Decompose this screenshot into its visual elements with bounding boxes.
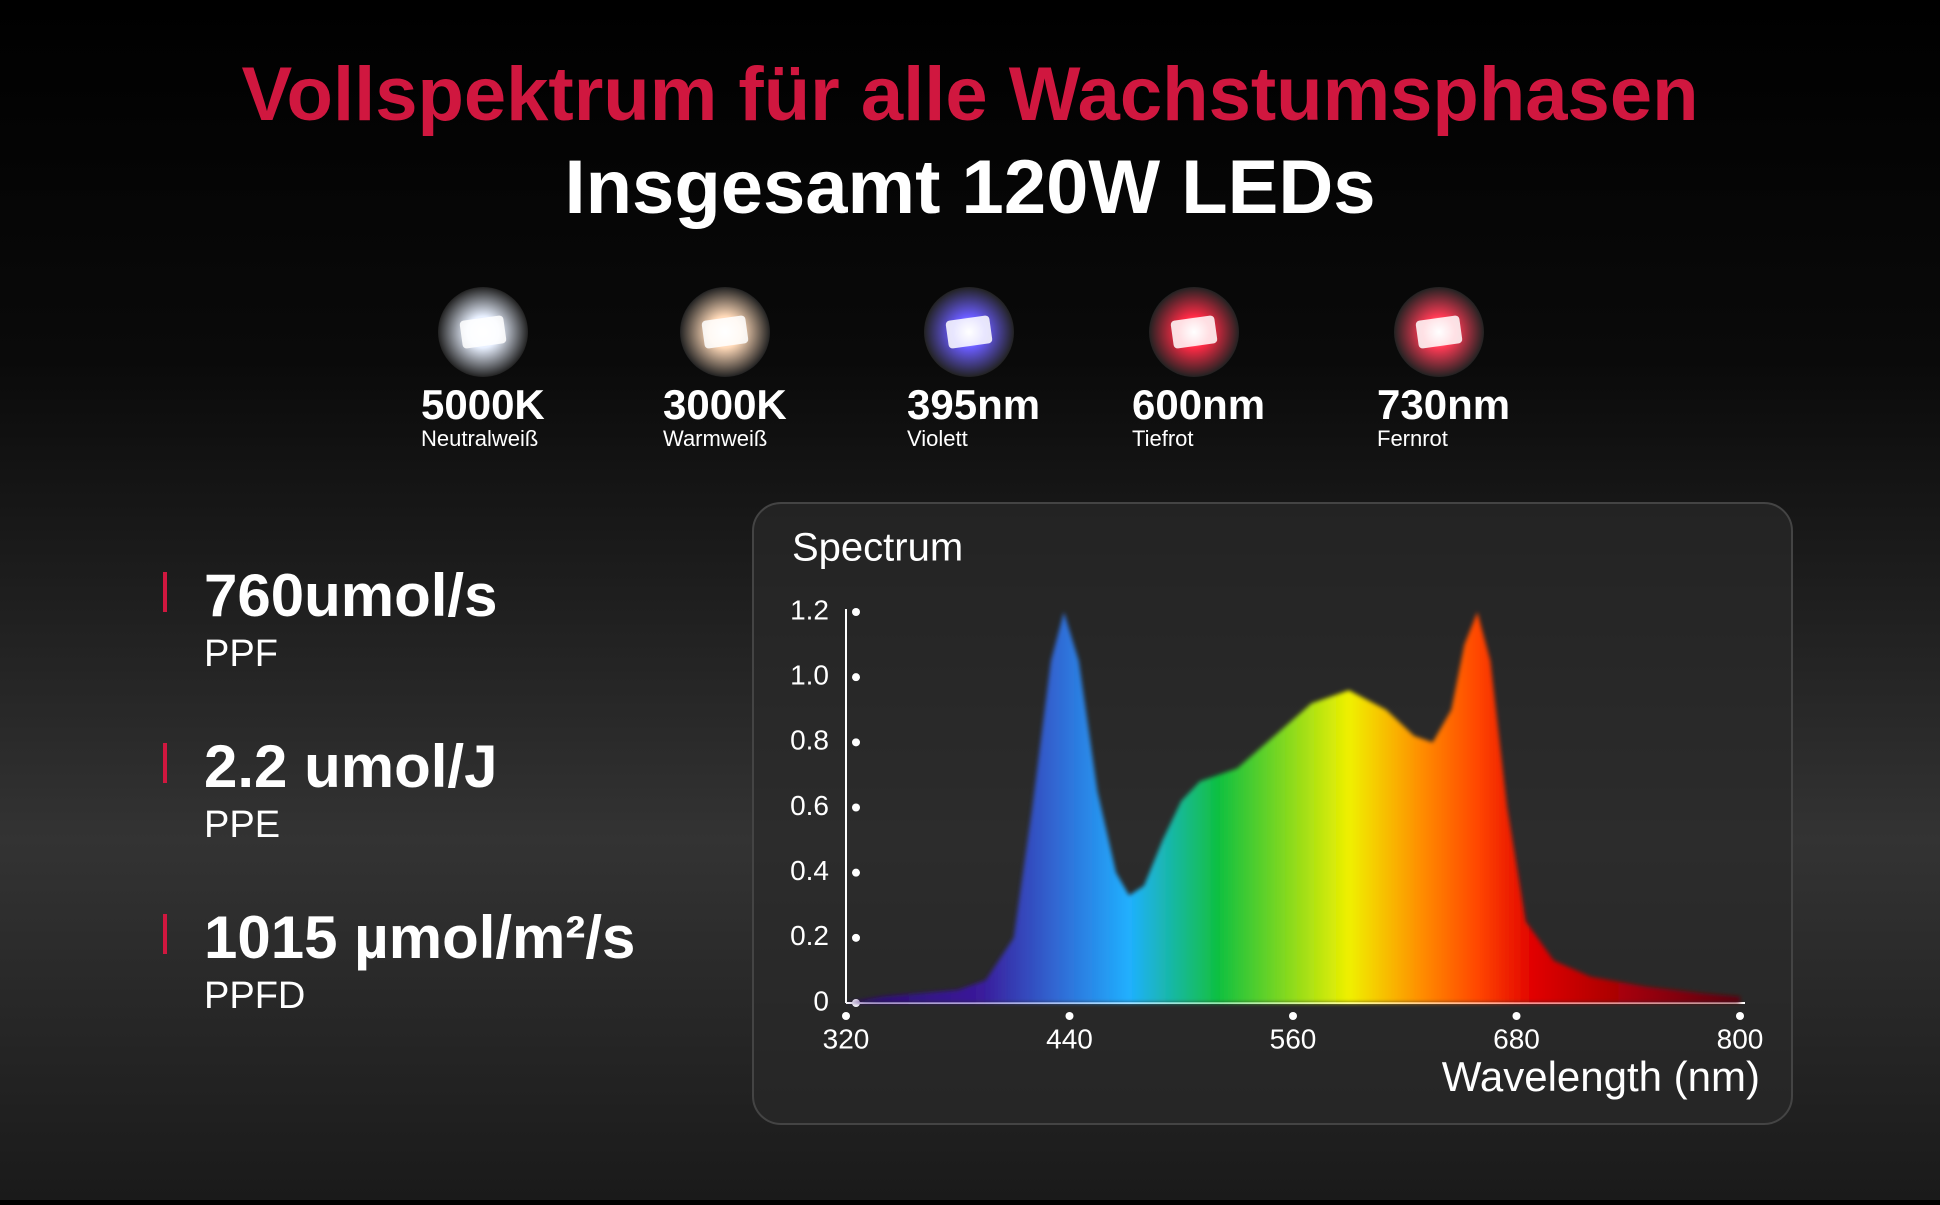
y-tick-label: 1.2 bbox=[790, 594, 829, 625]
led-label: 5000K bbox=[421, 381, 545, 428]
x-tick-label: 680 bbox=[1493, 1023, 1540, 1054]
led-sublabel: Tiefrot bbox=[1132, 426, 1194, 451]
y-tick-label: 0.8 bbox=[790, 725, 829, 756]
x-tick bbox=[1512, 1012, 1521, 1020]
x-tick-label: 800 bbox=[1717, 1023, 1764, 1054]
led-sublabel: Neutralweiß bbox=[421, 426, 538, 451]
led-label: 3000K bbox=[663, 381, 787, 428]
stat-marker bbox=[163, 914, 167, 954]
led-label: 730nm bbox=[1377, 381, 1510, 428]
y-tick bbox=[852, 738, 860, 747]
led-sublabel: Violett bbox=[907, 426, 968, 451]
led-chip bbox=[701, 315, 749, 349]
led-label: 600nm bbox=[1132, 381, 1265, 428]
led-label: 395nm bbox=[907, 381, 1040, 428]
stat-label: PPE bbox=[204, 804, 280, 846]
led-sublabel: Fernrot bbox=[1377, 426, 1448, 451]
stat-label: PPF bbox=[204, 633, 278, 675]
x-tick bbox=[1736, 1012, 1744, 1020]
chart-title: Spectrum bbox=[792, 526, 963, 570]
y-tick bbox=[852, 868, 860, 877]
y-tick-label: 0 bbox=[813, 985, 829, 1016]
x-tick bbox=[1289, 1012, 1297, 1020]
y-tick-label: 0.4 bbox=[790, 855, 829, 886]
subtitle: Insgesamt 120W LEDs bbox=[565, 145, 1376, 230]
x-tick-label: 560 bbox=[1270, 1023, 1317, 1054]
y-tick bbox=[852, 803, 860, 812]
stat-label: PPFD bbox=[204, 975, 305, 1017]
x-axis-label: Wavelength (nm) bbox=[1442, 1053, 1760, 1100]
x-tick-label: 440 bbox=[1046, 1023, 1093, 1054]
led-chip bbox=[459, 315, 507, 349]
stat-value: 1015 µmol/m²/s bbox=[204, 904, 635, 971]
x-tick bbox=[842, 1012, 850, 1020]
led-sublabel: Warmweiß bbox=[663, 426, 767, 451]
led-chip bbox=[1415, 315, 1463, 349]
x-tick-label: 320 bbox=[823, 1023, 870, 1054]
title: Vollspektrum für alle Wachstumsphasen bbox=[241, 52, 1698, 137]
y-tick bbox=[852, 673, 860, 682]
stat-marker bbox=[163, 743, 167, 783]
y-tick bbox=[852, 933, 860, 942]
y-tick-label: 1.0 bbox=[790, 660, 829, 691]
y-tick bbox=[852, 608, 860, 616]
spectrum-area bbox=[846, 612, 1740, 1003]
stat-marker bbox=[163, 572, 167, 612]
stat-value: 2.2 umol/J bbox=[204, 733, 497, 800]
y-tick-label: 0.6 bbox=[790, 790, 829, 821]
y-tick-label: 0.2 bbox=[790, 920, 829, 951]
x-tick bbox=[1065, 1012, 1074, 1020]
stat-value: 760umol/s bbox=[204, 562, 497, 629]
led-chip bbox=[1170, 315, 1218, 349]
led-chip bbox=[945, 315, 993, 349]
